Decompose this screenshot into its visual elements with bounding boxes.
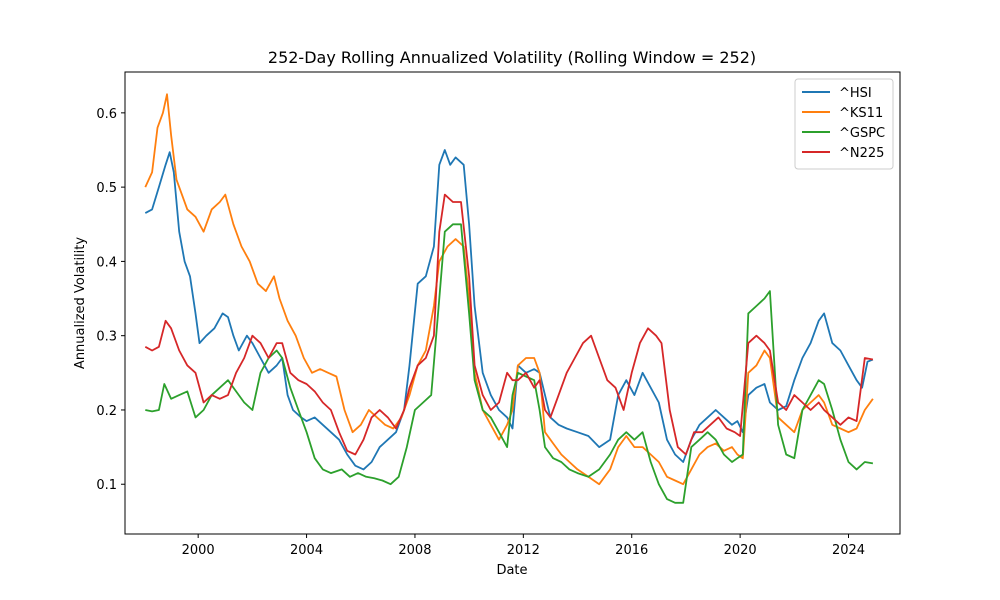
x-tick-label: 2016	[615, 543, 648, 558]
legend-label-hsi: ^HSI	[839, 86, 872, 101]
legend-frame	[794, 78, 894, 170]
series-line-hsi	[144, 149, 874, 471]
y-tick-label: 0.6	[96, 107, 117, 122]
y-tick-label: 0.1	[96, 478, 117, 493]
legend-label-ks11: ^KS11	[839, 106, 883, 121]
legend-label-gspc: ^GSPC	[839, 126, 885, 141]
legend-label-n225: ^N225	[839, 146, 884, 161]
legend: ^HSI ^KS11 ^GSPC ^N225	[794, 78, 894, 170]
x-tick-label: 2012	[507, 543, 540, 558]
plot-area	[144, 93, 874, 504]
x-tick-label: 2000	[182, 543, 215, 558]
x-tick-label: 2020	[724, 543, 757, 558]
series-line-gspc	[145, 223, 874, 504]
y-tick-label: 0.2	[96, 404, 117, 419]
x-axis-label: Date	[496, 563, 527, 578]
y-axis: 0.1 0.2 0.3 0.4 0.5 0.6	[96, 107, 125, 493]
x-tick-label: 2024	[832, 543, 865, 558]
x-axis: 2000 2004 2008 2012 2016 2020 2024	[182, 534, 865, 558]
x-tick-label: 2004	[290, 543, 323, 558]
y-tick-label: 0.4	[96, 255, 117, 270]
y-tick-label: 0.5	[96, 181, 117, 196]
series-line-ks11	[144, 93, 874, 486]
series-line-n225	[144, 193, 874, 456]
plot-frame	[124, 71, 901, 535]
x-tick-label: 2008	[398, 543, 431, 558]
y-axis-label: Annualized Volatility	[73, 237, 88, 369]
y-tick-label: 0.3	[96, 330, 117, 345]
chart-title: 252-Day Rolling Annualized Volatility (R…	[268, 48, 756, 67]
